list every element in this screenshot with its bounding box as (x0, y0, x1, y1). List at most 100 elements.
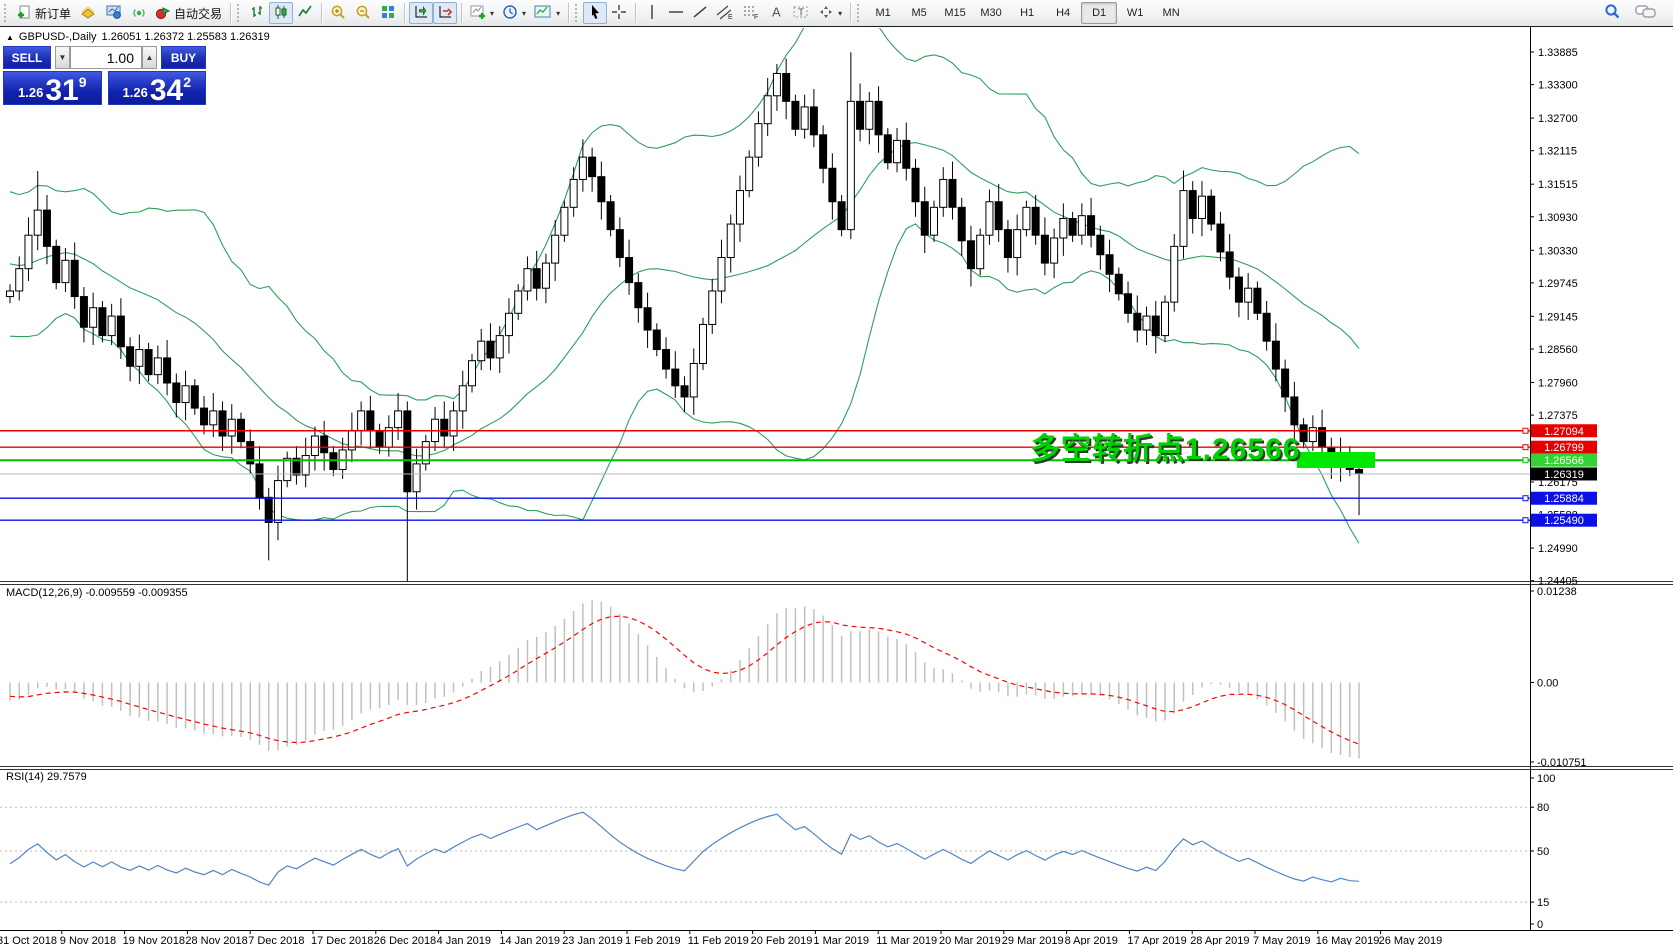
svg-text:1.32115: 1.32115 (1538, 146, 1577, 158)
svg-text:T: T (798, 7, 804, 18)
timeframe-button-m5[interactable]: M5 (911, 7, 927, 19)
svg-text:1.26566: 1.26566 (1544, 455, 1584, 467)
text-button[interactable]: A (764, 2, 788, 24)
indicators-button[interactable]: ▾ (466, 2, 498, 24)
timeframe-group: M1 M5 M15 M30 H1 H4 D1 W1 MN (865, 2, 1189, 24)
toolbar-grip[interactable] (237, 4, 242, 22)
toolbar-grip[interactable] (575, 4, 580, 22)
line-chart-button[interactable] (293, 2, 317, 24)
bar-chart-button[interactable] (245, 2, 269, 24)
timeframe-button-d1[interactable]: D1 (1081, 2, 1118, 24)
search-button[interactable] (1599, 2, 1625, 24)
date-axis-label: 14 Jan 2019 (499, 935, 560, 945)
buy-price-prefix: 1.26 (122, 85, 148, 100)
buy-price-main: 34 (149, 73, 184, 107)
date-axis-label: 26 Dec 2018 (374, 935, 436, 945)
sell-price-box[interactable]: 1.26 31 9 (3, 71, 102, 105)
metaeditor-button[interactable] (75, 2, 101, 24)
equidistant-channel-icon: E (716, 4, 734, 23)
trendline-button[interactable] (688, 2, 712, 24)
one-click-toggle-icon[interactable]: ▲ (6, 32, 14, 42)
timeframe-button-mn[interactable]: MN (1162, 7, 1180, 19)
date-axis-label: 28 Nov 2018 (185, 935, 247, 945)
periods-button[interactable]: ▾ (498, 2, 530, 24)
autotrading-button[interactable]: 自动交易 (151, 2, 226, 24)
svg-text:1.29745: 1.29745 (1538, 278, 1578, 290)
svg-text:A: A (772, 4, 781, 19)
templates-button[interactable]: ▾ (530, 2, 564, 24)
date-axis-label: 8 Apr 2019 (1065, 935, 1118, 945)
signals-icon (131, 4, 147, 23)
svg-text:1.25490: 1.25490 (1544, 515, 1584, 527)
timeframe-button-m15[interactable]: M15 (944, 7, 966, 19)
svg-text:1.26799: 1.26799 (1544, 442, 1584, 454)
signals-button[interactable] (127, 2, 151, 24)
timeframe-button-m1[interactable]: M1 (875, 7, 891, 19)
svg-text:1.24990: 1.24990 (1538, 543, 1578, 555)
svg-text:1.26319: 1.26319 (1544, 469, 1584, 481)
fibonacci-button[interactable]: F (738, 2, 764, 24)
chat-button[interactable] (1631, 2, 1661, 24)
chart-canvas[interactable]: 1.33885 1.33300 1.32700 1.32115 1.31515 1.309… (0, 27, 1673, 947)
zoom-in-icon (330, 4, 347, 23)
volume-increase-button[interactable]: ▲ (142, 46, 157, 69)
timeframe-button-h1[interactable]: H1 (1020, 7, 1035, 19)
equidistant-channel-button[interactable]: E (712, 2, 738, 24)
pivot-annotation-text: 多空转折点1.26566 (1030, 433, 1301, 466)
bar-chart-icon (249, 4, 265, 23)
spinner-up-icon: ▲ (145, 53, 154, 62)
zoom-in-button[interactable] (326, 2, 351, 24)
date-axis-label: 31 Oct 2018 (0, 935, 57, 945)
new-order-button[interactable]: 新订单 (12, 2, 75, 24)
svg-text:1.27960: 1.27960 (1538, 377, 1578, 389)
volume-decrease-button[interactable]: ▼ (55, 46, 70, 69)
chart-window: 1.33885 1.33300 1.32700 1.32115 1.31515 1.309… (0, 27, 1673, 947)
sell-button[interactable]: SELL (3, 46, 51, 69)
date-axis-label: 29 Mar 2019 (1002, 935, 1064, 945)
date-axis-label: 17 Apr 2019 (1127, 935, 1186, 945)
fibonacci-icon: F (742, 4, 760, 23)
zoom-out-button[interactable] (351, 2, 376, 24)
chevron-down-icon: ▾ (556, 8, 561, 18)
cursor-icon (588, 4, 602, 23)
volume-input[interactable]: 1.00 (70, 46, 142, 69)
autotrading-label: 自动交易 (174, 6, 223, 21)
timeframe-button-w1[interactable]: W1 (1126, 7, 1144, 19)
text-label-button[interactable]: T (788, 2, 814, 24)
crosshair-button[interactable] (607, 2, 631, 24)
toolbar-separator (568, 3, 570, 23)
chart-shift-button[interactable] (433, 2, 458, 24)
chart-ohlc-values: 1.26051 1.26372 1.25583 1.26319 (101, 31, 270, 43)
horizontal-line-button[interactable] (664, 2, 688, 24)
date-axis-label: 9 Nov 2018 (60, 935, 116, 945)
svg-text:1.32700: 1.32700 (1538, 113, 1578, 125)
terminal-button[interactable] (101, 2, 127, 24)
chevron-down-icon: ▾ (522, 8, 527, 18)
date-axis-label: 26 May 2019 (1379, 935, 1443, 945)
macd-indicator-label: MACD(12,26,9) -0.009559 -0.009355 (6, 587, 188, 599)
shapes-button[interactable]: ▾ (814, 2, 846, 24)
date-axis-label: 11 Mar 2019 (876, 935, 937, 945)
periods-icon (502, 4, 518, 23)
timeframe-button-m30[interactable]: M30 (980, 7, 1002, 19)
svg-text:1.28560: 1.28560 (1538, 344, 1578, 356)
timeframe-button-h4[interactable]: H4 (1056, 7, 1071, 19)
svg-text:100: 100 (1537, 773, 1555, 785)
toolbar-grip[interactable] (857, 4, 862, 22)
cursor-button[interactable] (583, 2, 608, 24)
auto-scroll-button[interactable] (409, 2, 434, 24)
buy-price-box[interactable]: 1.26 34 2 (107, 71, 206, 107)
svg-text:1.24405: 1.24405 (1538, 576, 1578, 588)
vertical-line-button[interactable] (640, 2, 664, 24)
candlestick-chart-icon (273, 4, 289, 23)
svg-text:1.27375: 1.27375 (1538, 410, 1578, 422)
shapes-icon (818, 4, 834, 23)
search-icon (1603, 3, 1621, 24)
tile-windows-button[interactable] (376, 2, 400, 24)
one-click-trading-panel: SELL ▼ 1.00 ▲ BUY 1.26 31 9 1.26 34 2 (3, 46, 206, 105)
toolbar-grip[interactable] (4, 4, 9, 22)
buy-button[interactable]: BUY (161, 46, 206, 69)
date-axis-label: 7 May 2019 (1253, 935, 1310, 945)
line-chart-icon (297, 4, 313, 23)
candlestick-chart-button[interactable] (269, 2, 294, 24)
